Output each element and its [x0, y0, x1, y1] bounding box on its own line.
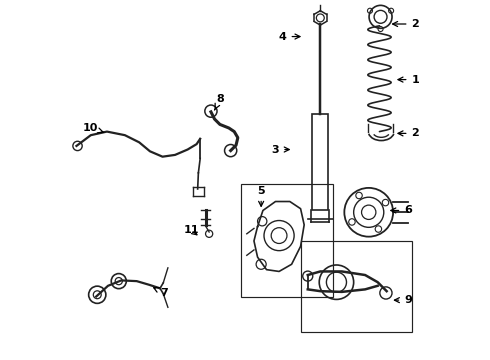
Text: 11: 11 [183, 225, 199, 235]
Text: 5: 5 [257, 186, 265, 206]
Text: 8: 8 [215, 94, 224, 110]
Text: 7: 7 [154, 288, 168, 298]
Text: 4: 4 [279, 32, 300, 41]
Text: 2: 2 [398, 129, 419, 138]
Text: 3: 3 [271, 144, 289, 154]
Text: 2: 2 [392, 19, 419, 29]
Text: 10: 10 [83, 123, 104, 133]
Text: 6: 6 [391, 206, 412, 216]
Text: 9: 9 [394, 295, 412, 305]
Text: 1: 1 [398, 75, 419, 85]
